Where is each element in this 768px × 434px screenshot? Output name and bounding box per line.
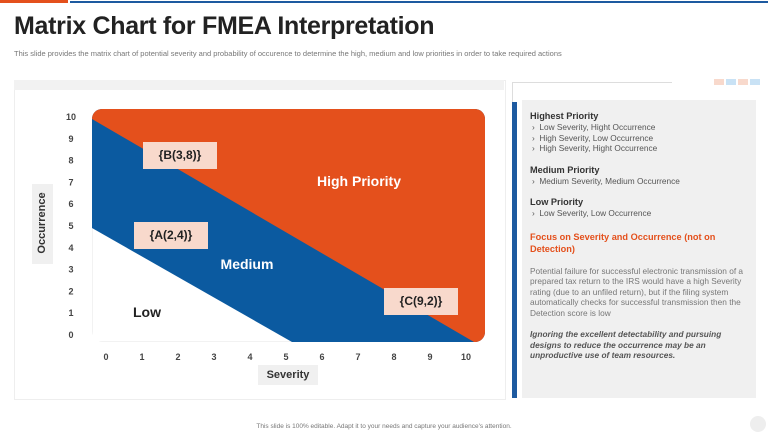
y-tick-label: 6: [68, 199, 73, 209]
page-subtitle: This slide provides the matrix chart of …: [14, 49, 562, 58]
deco-square: [738, 79, 748, 85]
y-tick-label: 4: [68, 243, 73, 253]
x-tick-label: 5: [283, 352, 288, 362]
x-axis-label: Severity: [258, 365, 318, 385]
zone-label-high: High Priority: [317, 173, 401, 189]
x-tick-label: 1: [139, 352, 144, 362]
x-tick-label: 4: [247, 352, 252, 362]
y-axis-label: Occurrence: [32, 184, 53, 264]
corner-button[interactable]: [750, 416, 766, 432]
y-tick-label: 9: [68, 134, 73, 144]
deco-square: [726, 79, 736, 85]
list-item: › Low Severity, Hight Occurrence: [532, 122, 656, 132]
deco-square: [750, 79, 760, 85]
page-title: Matrix Chart for FMEA Interpretation: [14, 12, 435, 40]
x-tick-label: 3: [211, 352, 216, 362]
y-tick-label: 2: [68, 286, 73, 296]
point-label-b: {B(3,8)}: [143, 142, 217, 169]
zone-label-low: Low: [133, 304, 161, 320]
zone-label-medium: Medium: [221, 256, 274, 272]
low-priority-title: Low Priority: [530, 197, 584, 207]
y-tick-label: 7: [68, 177, 73, 187]
list-item: › High Severity, Low Occurrence: [532, 132, 654, 143]
y-tick-label: 1: [68, 308, 73, 318]
highest-priority-title: Highest Priority: [530, 111, 599, 121]
y-tick-label: 10: [66, 112, 76, 122]
y-tick-label: 0: [68, 330, 73, 340]
panel-divider-vertical: [512, 82, 513, 102]
x-tick-label: 8: [391, 352, 396, 362]
y-tick-label: 3: [68, 265, 73, 275]
y-axis-label-text: Occurrence: [36, 192, 48, 254]
accent-bar-blue: [70, 1, 768, 3]
focus-heading: Focus on Severity and Occurrence (not on…: [530, 231, 716, 254]
point-label-a: {A(2,4)}: [134, 222, 208, 249]
explanation-paragraph: Potential failure for successful electro…: [530, 265, 744, 318]
panel-divider: [512, 82, 672, 83]
deco-square: [714, 79, 724, 85]
info-panel: Highest Priority › Low Severity, Hight O…: [522, 100, 756, 398]
y-tick-label: 5: [68, 221, 73, 231]
y-tick-label: 8: [68, 156, 73, 166]
list-item: › Medium Severity, Medium Occurrence: [532, 175, 680, 186]
x-tick-label: 2: [175, 352, 180, 362]
point-label-c: {C(9,2)}: [384, 288, 458, 315]
note-text: Ignoring the excellent detectability and…: [530, 329, 722, 360]
x-tick-label: 7: [355, 352, 360, 362]
list-item: › High Severity, Hight Occurrence: [532, 143, 658, 153]
chart-header-strip: [14, 80, 504, 90]
x-tick-label: 10: [461, 352, 471, 362]
list-item: › Low Severity, Low Occurrence: [532, 208, 652, 218]
x-tick-label: 0: [103, 352, 108, 362]
accent-bar-orange: [0, 0, 68, 3]
footer-text: This slide is 100% editable. Adapt it to…: [256, 423, 512, 430]
x-tick-label: 9: [427, 352, 432, 362]
x-tick-label: 6: [319, 352, 324, 362]
panel-accent-bar: [512, 102, 517, 398]
medium-priority-title: Medium Priority: [530, 164, 600, 175]
